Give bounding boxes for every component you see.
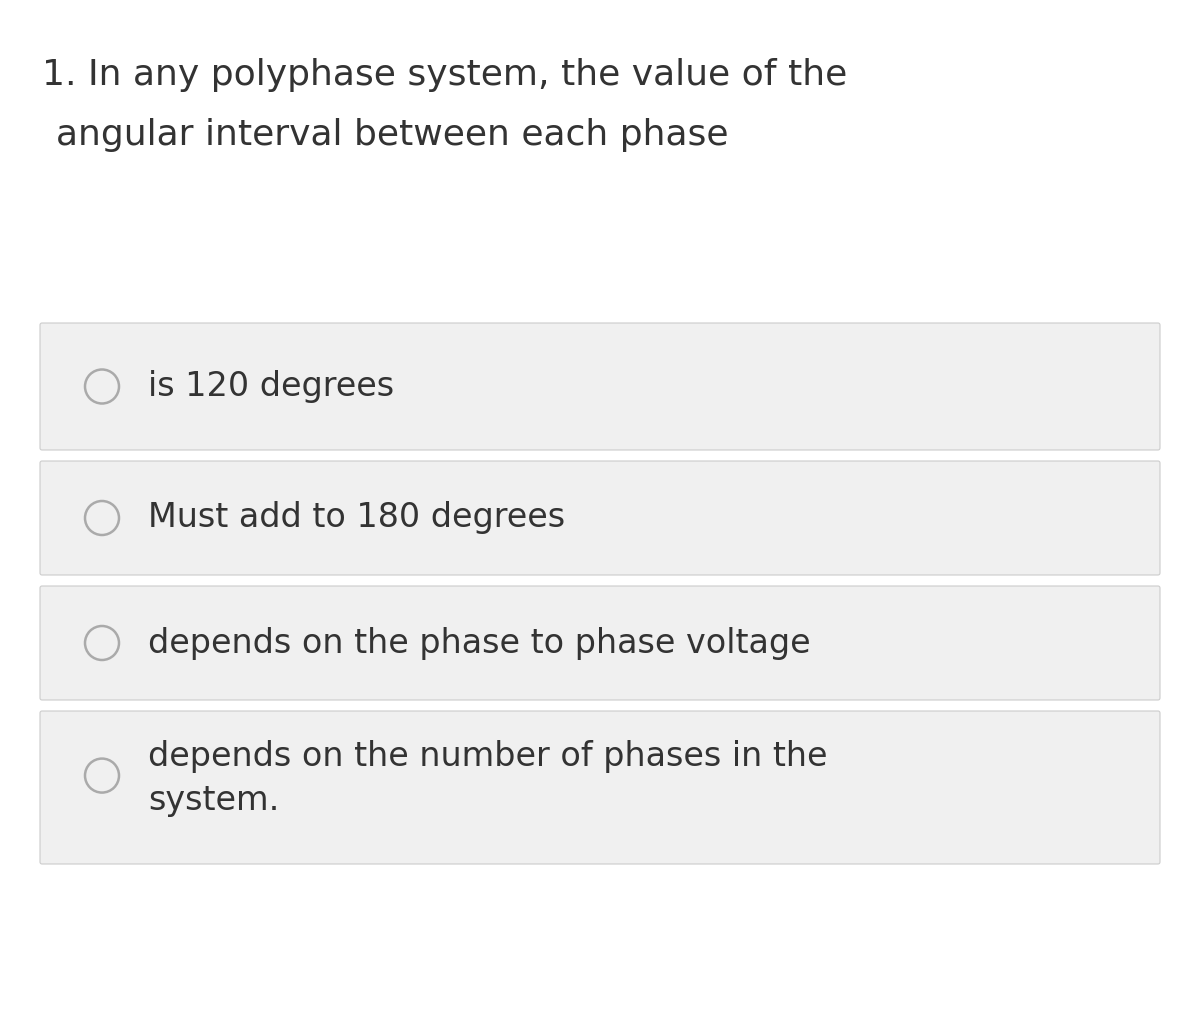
FancyBboxPatch shape (40, 323, 1160, 450)
Text: Must add to 180 degrees: Must add to 180 degrees (148, 501, 565, 535)
Ellipse shape (85, 759, 119, 792)
FancyBboxPatch shape (40, 586, 1160, 700)
FancyBboxPatch shape (40, 461, 1160, 575)
Text: 1. In any polyphase system, the value of the: 1. In any polyphase system, the value of… (42, 58, 847, 92)
Ellipse shape (85, 626, 119, 660)
Text: system.: system. (148, 784, 280, 816)
Ellipse shape (85, 370, 119, 403)
Text: angular interval between each phase: angular interval between each phase (56, 118, 728, 152)
FancyBboxPatch shape (40, 711, 1160, 864)
Text: depends on the number of phases in the: depends on the number of phases in the (148, 739, 828, 773)
Ellipse shape (85, 501, 119, 535)
Text: depends on the phase to phase voltage: depends on the phase to phase voltage (148, 626, 811, 659)
Text: is 120 degrees: is 120 degrees (148, 370, 394, 403)
